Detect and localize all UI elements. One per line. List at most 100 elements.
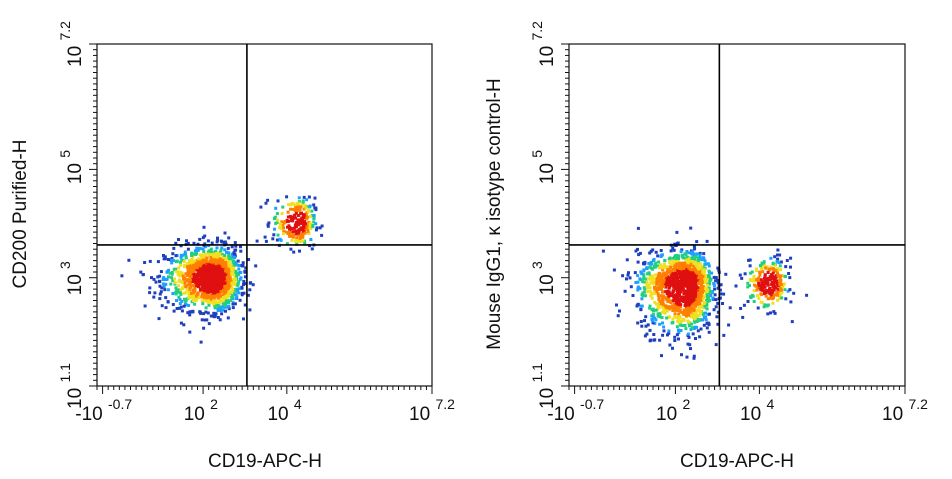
- event-dot: [750, 270, 754, 274]
- event-dot: [294, 223, 298, 227]
- event-dot: [231, 259, 235, 263]
- event-dot: [707, 282, 711, 286]
- event-dot: [243, 282, 247, 286]
- event-dot: [756, 279, 760, 283]
- event-dot: [616, 314, 620, 318]
- event-dot: [692, 354, 696, 358]
- event-dot: [223, 305, 227, 309]
- x-tick-label: 10 4: [740, 396, 774, 425]
- event-dot: [667, 290, 671, 294]
- event-dot: [188, 278, 192, 282]
- event-dot: [656, 294, 660, 298]
- event-dot: [652, 280, 656, 283]
- tick-exponent: 7.2: [435, 396, 455, 412]
- event-dot: [766, 279, 770, 282]
- event-dot: [645, 332, 649, 336]
- event-dot: [196, 260, 200, 264]
- event-dot: [786, 289, 790, 293]
- event-dot: [698, 269, 702, 273]
- event-dot: [217, 270, 221, 274]
- event-dot: [212, 293, 216, 297]
- event-dot: [718, 296, 722, 300]
- event-dot: [648, 328, 652, 332]
- event-dot: [225, 250, 229, 254]
- population-cd19-negative: [601, 226, 732, 360]
- event-dot: [172, 259, 175, 262]
- event-dot: [678, 294, 681, 298]
- event-dot: [652, 338, 656, 342]
- event-dot: [776, 287, 780, 291]
- event-dot: [698, 251, 702, 255]
- event-dot: [314, 228, 318, 232]
- event-dot: [212, 261, 216, 265]
- event-dot: [207, 322, 211, 326]
- event-dot: [213, 281, 217, 285]
- event-dot: [649, 260, 653, 264]
- event-dot: [220, 285, 224, 289]
- event-dot: [227, 236, 231, 240]
- event-dot: [296, 205, 300, 209]
- event-dot: [222, 276, 226, 280]
- event-dot: [699, 327, 703, 331]
- event-dot: [228, 269, 232, 273]
- event-dot: [212, 312, 216, 316]
- event-dot: [689, 226, 693, 230]
- event-dot: [664, 304, 668, 308]
- tick-exponent: 5: [529, 150, 545, 158]
- event-dot: [665, 292, 669, 296]
- event-dot: [694, 290, 698, 294]
- event-dot: [675, 325, 679, 329]
- event-dot: [281, 205, 285, 209]
- event-dot: [293, 204, 297, 208]
- event-dot: [202, 326, 206, 330]
- event-dot: [272, 233, 276, 237]
- event-dot: [224, 296, 228, 300]
- event-dot: [160, 304, 164, 308]
- event-dot: [770, 274, 774, 278]
- event-dot: [684, 264, 688, 268]
- event-dot: [752, 300, 756, 303]
- event-dot: [690, 313, 694, 317]
- event-dot: [757, 296, 761, 300]
- event-dot: [695, 314, 699, 318]
- event-dot: [680, 284, 684, 288]
- event-dot: [206, 271, 210, 274]
- event-dot: [665, 277, 669, 281]
- event-dot: [211, 269, 215, 273]
- event-dot: [685, 310, 689, 314]
- event-dot: [770, 293, 774, 297]
- event-dot: [190, 253, 193, 257]
- event-dot: [310, 214, 314, 218]
- event-dot: [212, 288, 216, 292]
- event-dot: [642, 269, 646, 273]
- event-dot: [221, 295, 225, 299]
- event-dot: [664, 273, 668, 277]
- event-dot: [203, 287, 207, 291]
- event-dot: [212, 299, 216, 303]
- event-dot: [687, 290, 691, 293]
- y-tick-label: 10 1.1: [57, 363, 86, 409]
- event-dot: [636, 280, 640, 284]
- event-dot: [689, 327, 693, 331]
- event-dot: [676, 276, 680, 279]
- event-dot: [673, 265, 677, 269]
- event-dot: [706, 288, 710, 292]
- event-dot: [695, 240, 699, 244]
- event-dot: [158, 284, 162, 288]
- event-dot: [210, 267, 214, 271]
- event-dot: [618, 309, 621, 313]
- event-dot: [752, 289, 756, 293]
- event-dot: [658, 322, 662, 326]
- event-dot: [780, 296, 784, 300]
- event-dot: [302, 225, 306, 229]
- event-dot: [655, 302, 659, 306]
- event-dot: [668, 277, 672, 280]
- event-dot: [783, 275, 787, 278]
- event-dot: [214, 312, 218, 316]
- event-dot: [661, 333, 665, 337]
- event-dot: [690, 257, 694, 260]
- event-dot: [188, 330, 192, 334]
- event-dot: [214, 292, 218, 296]
- event-dot: [678, 261, 682, 265]
- event-dot: [167, 268, 171, 272]
